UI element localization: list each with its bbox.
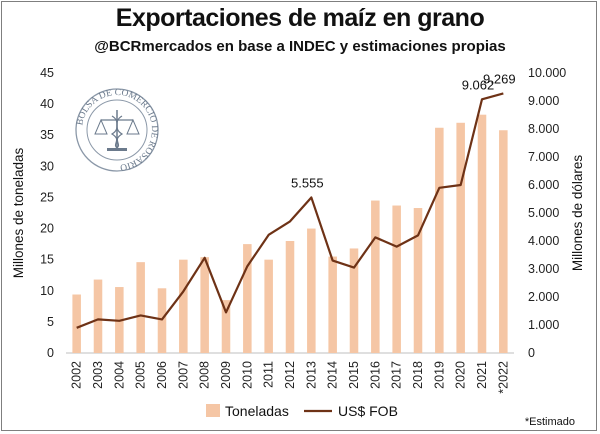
- bar-toneladas: [285, 241, 295, 353]
- legend-label-usd-fob: US$ FOB: [338, 403, 398, 419]
- y-right-tick-label: 8.000: [528, 122, 559, 136]
- bcr-seal-watermark: BOLSA DE COMERCIO DE ROSARIO: [75, 88, 159, 172]
- line-usd-fob: [76, 92, 504, 329]
- bar-toneladas: [328, 256, 337, 353]
- bar-toneladas: [435, 127, 444, 353]
- bar-toneladas: [392, 205, 401, 353]
- y-left-tick-label: 5: [47, 315, 54, 329]
- x-tick-label: 2017: [390, 361, 404, 389]
- y-right-tick-label: 3.000: [528, 262, 559, 276]
- bar-toneladas: [307, 228, 316, 353]
- y-left-axis-title: Millones de toneladas: [11, 147, 26, 278]
- x-tick-label: 2002: [70, 361, 84, 389]
- bar-toneladas: [93, 279, 103, 353]
- y-left-tick-label: 30: [40, 159, 54, 173]
- legend-swatch-toneladas: [206, 404, 220, 417]
- y-left-tick-label: 15: [40, 253, 54, 267]
- y-left-tick-label: 45: [40, 66, 54, 80]
- y-left-tick-label: 40: [40, 97, 54, 111]
- data-label: 9.062: [462, 77, 495, 92]
- y-right-axis-title: Millones de dólares: [570, 155, 585, 272]
- x-tick-label: 2020: [454, 361, 468, 389]
- data-label: 5.555: [291, 175, 324, 190]
- y-right-tick-label: 7.000: [528, 150, 559, 164]
- x-tick-label: 2012: [283, 361, 297, 389]
- bar-toneladas: [200, 257, 209, 353]
- x-tick-label: 2011: [262, 361, 276, 388]
- y-left-tick-label: 35: [40, 128, 54, 142]
- bar-toneladas: [371, 200, 380, 353]
- bar-toneladas: [264, 259, 273, 353]
- chart-subtitle: @BCRmercados en base a INDEC y estimacio…: [94, 38, 506, 55]
- x-tick-label: 2010: [240, 361, 254, 389]
- x-tick-label: 2016: [368, 361, 382, 389]
- y-right-tick-label: 5.000: [528, 206, 559, 220]
- bar-toneladas: [477, 114, 487, 353]
- chart-title: Exportaciones de maíz en grano: [115, 4, 485, 32]
- bar-toneladas: [157, 288, 167, 353]
- x-tick-label: 2003: [91, 361, 105, 389]
- x-tick-label: 2006: [155, 361, 169, 389]
- y-right-tick-label: 6.000: [528, 178, 559, 192]
- x-tick-label: 2009: [219, 361, 233, 389]
- legend-label-toneladas: Toneladas: [225, 403, 289, 419]
- x-tick-label: 2008: [198, 361, 212, 389]
- x-tick-label: 2013: [304, 361, 318, 389]
- bar-toneladas: [136, 262, 145, 353]
- bar-toneladas: [179, 259, 188, 353]
- x-tick-label: 2021: [475, 361, 489, 389]
- y-right-tick-label: 1.000: [528, 318, 559, 332]
- y-left-tick-label: 20: [40, 222, 54, 236]
- bar-toneladas: [221, 300, 231, 353]
- data-label: 9.269: [483, 71, 516, 86]
- x-tick-label: 2004: [112, 361, 126, 389]
- x-tick-label: 2019: [432, 361, 446, 389]
- y-right-tick-label: 4.000: [528, 234, 559, 248]
- bar-toneladas: [413, 208, 423, 353]
- x-tick-label: *2022: [496, 361, 510, 394]
- y-right-tick-label: 2.000: [528, 290, 559, 304]
- bar-toneladas: [456, 122, 465, 354]
- bar-toneladas: [349, 248, 359, 353]
- x-tick-label: 2007: [176, 361, 190, 389]
- x-tick-label: 2015: [347, 361, 361, 389]
- x-tick-label: 2018: [411, 361, 425, 389]
- x-tick-label: 2005: [134, 361, 148, 389]
- y-left-tick-label: 0: [47, 346, 54, 360]
- footnote: *Estimado: [525, 416, 575, 428]
- bar-toneladas: [243, 244, 252, 353]
- y-right-tick-label: 9.000: [528, 94, 559, 108]
- y-left-tick-label: 25: [40, 190, 54, 204]
- y-left-tick-label: 10: [40, 284, 54, 298]
- y-right-tick-label: 10.000: [528, 66, 566, 80]
- y-right-tick-label: 0: [528, 346, 535, 360]
- bar-toneladas: [499, 130, 508, 353]
- x-tick-label: 2014: [326, 361, 340, 389]
- bar-toneladas: [72, 294, 81, 353]
